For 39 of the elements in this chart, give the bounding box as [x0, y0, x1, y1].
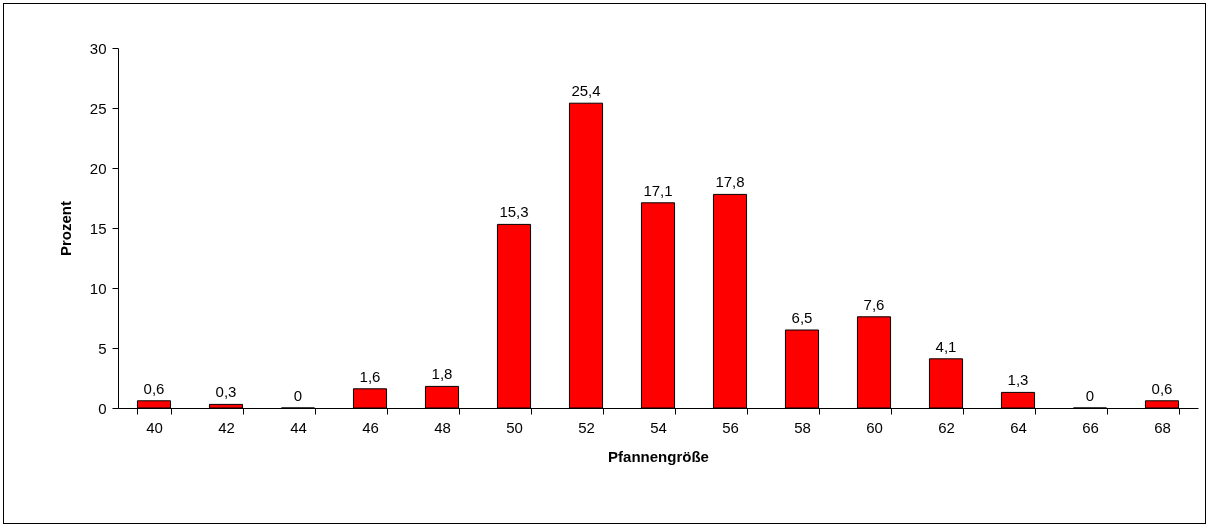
data-label: 1,6: [359, 367, 381, 385]
data-label: 17,1: [643, 181, 673, 199]
x-tick-label: 44: [290, 418, 307, 436]
x-tick-label: 62: [938, 418, 955, 436]
y-tick-label: 25: [89, 99, 107, 117]
y-tick-label: 15: [89, 219, 107, 237]
data-label: 0,3: [215, 383, 237, 401]
y-tick-label: 0: [98, 399, 107, 417]
data-label: 6,5: [791, 309, 813, 326]
x-tick-label: 42: [218, 418, 235, 436]
y-tick-label: 30: [89, 39, 107, 57]
x-tick-label: 46: [362, 418, 379, 436]
data-label: 0: [293, 387, 303, 404]
x-tick-label: 58: [794, 418, 811, 436]
x-axis-title: Pfannengröße: [608, 447, 709, 465]
y-tick-label: 10: [89, 279, 107, 297]
x-tick-label: 66: [1082, 418, 1099, 436]
x-tick-label: 54: [650, 418, 667, 436]
x-tick-label: 60: [866, 418, 883, 436]
y-tick-label: 20: [89, 159, 107, 177]
data-label: 0: [1085, 387, 1095, 404]
data-label: 1,3: [1007, 371, 1029, 389]
x-tick-label: 48: [434, 418, 451, 436]
data-label: 1,8: [431, 365, 453, 383]
x-tick-label: 50: [506, 418, 523, 436]
data-label: 25,4: [571, 82, 601, 100]
x-tick-label: 56: [722, 418, 739, 436]
data-label: 7,6: [863, 295, 885, 313]
data-label: 4,1: [935, 337, 957, 355]
data-label: 0,6: [143, 379, 165, 397]
x-tick-label: 68: [1154, 418, 1171, 436]
x-tick-label: 64: [1010, 418, 1027, 436]
y-axis-title: Prozent: [56, 200, 74, 257]
data-label: 0,6: [1151, 379, 1173, 397]
data-label: 17,8: [715, 173, 745, 191]
x-tick-label: 40: [146, 418, 163, 436]
x-tick-label: 52: [578, 418, 595, 436]
y-tick-label: 5: [98, 339, 107, 357]
data-label: 15,3: [499, 203, 529, 221]
